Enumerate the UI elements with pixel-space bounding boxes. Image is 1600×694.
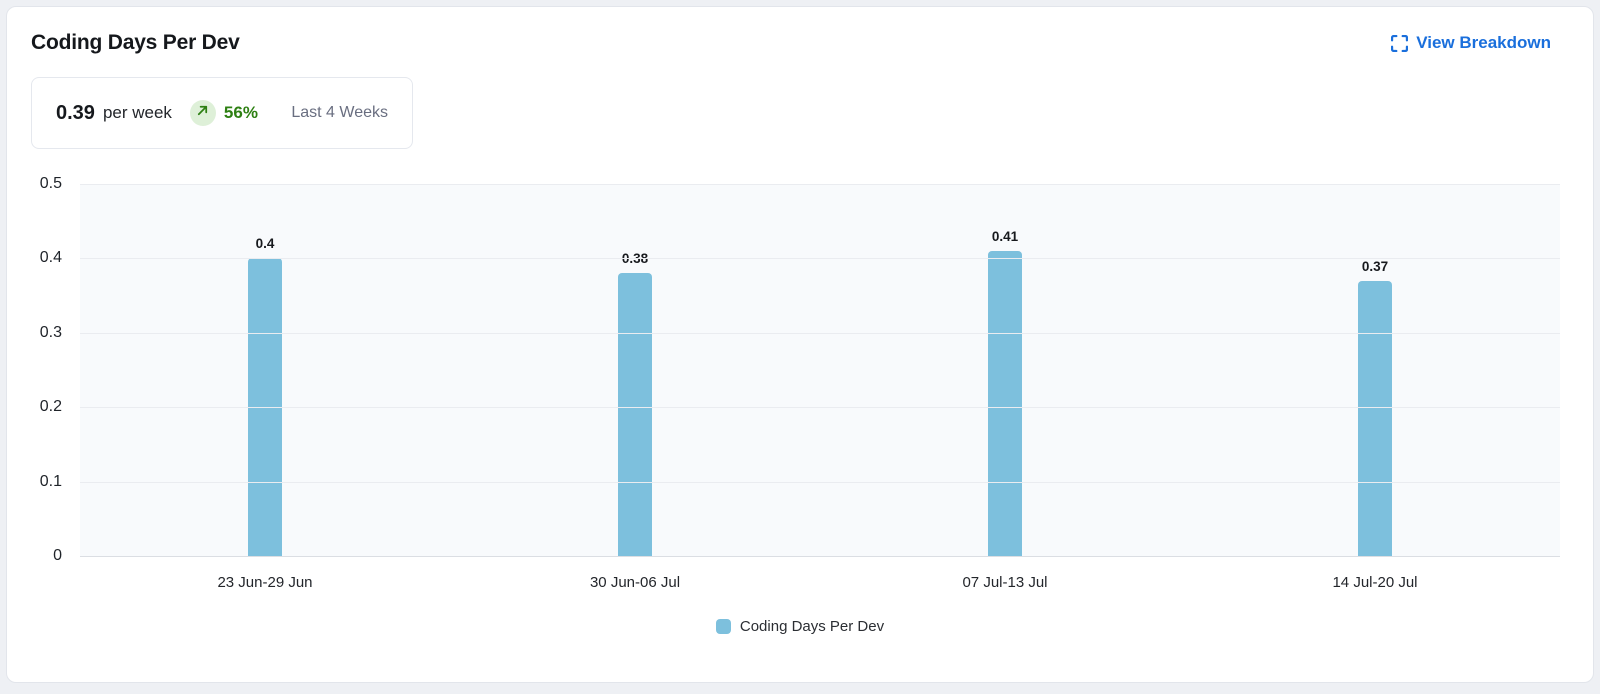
gridline	[80, 258, 1560, 260]
bar-column: 0.41	[820, 184, 1190, 556]
bars-row: 0.4 0.38 0.41 0.37	[80, 184, 1560, 556]
bar-chart-plot-area: 0.4 0.38 0.41 0.37 0 0.1 0.2 0.3 0.4 0.5	[40, 175, 1560, 564]
bar[interactable]	[1358, 280, 1392, 556]
bar-column: 0.4	[80, 184, 450, 556]
bar[interactable]	[988, 250, 1022, 556]
x-axis-labels: 23 Jun-29 Jun 30 Jun-06 Jul 07 Jul-13 Jul 1…	[80, 574, 1560, 591]
legend-label[interactable]: Coding Days Per Dev	[739, 618, 885, 635]
bar-value-label: 0.4	[255, 236, 275, 252]
summary-value: 0.39	[56, 101, 95, 124]
trend-badge	[189, 100, 216, 126]
trend-up-arrow-icon	[196, 104, 209, 122]
view-breakdown-label: View Breakdown	[1416, 33, 1551, 52]
y-tick-label: 0.2	[39, 398, 62, 416]
summary-unit: per week	[102, 103, 172, 122]
chart-legend: Coding Days Per Dev	[7, 618, 1593, 635]
coding-days-per-dev-widget: Coding Days Per Dev View Breakdown 0.39 …	[6, 6, 1594, 683]
view-breakdown-button[interactable]: View Breakdown	[1391, 33, 1551, 53]
summary-period: Last 4 Weeks	[291, 104, 388, 121]
bar-column: 0.38	[450, 184, 820, 556]
gridline	[80, 184, 1560, 185]
widget-header: Coding Days Per Dev View Breakdown	[7, 7, 1593, 55]
x-axis-label: 23 Jun-29 Jun	[217, 574, 313, 591]
page-title: Coding Days Per Dev	[31, 31, 240, 54]
bar-value-label: 0.41	[991, 228, 1019, 244]
y-tick-label: 0.3	[39, 323, 62, 341]
bar-value-label: 0.37	[1361, 258, 1389, 274]
y-tick-label: 0.4	[39, 249, 62, 267]
gridline	[80, 481, 1560, 483]
bar[interactable]	[618, 273, 652, 556]
y-tick-label: 0.1	[39, 472, 62, 490]
summary-card: 0.39 per week 56% Last 4 Weeks	[31, 77, 413, 149]
legend-swatch[interactable]	[715, 619, 731, 634]
trend-percentage: 56%	[223, 103, 258, 122]
x-axis-label: 14 Jul-20 Jul	[1332, 574, 1418, 591]
bar-column: 0.37	[1190, 184, 1560, 556]
y-tick-label: 0.5	[39, 175, 62, 192]
y-tick-label: 0	[53, 547, 62, 564]
gridline	[80, 407, 1560, 409]
x-axis-label: 07 Jul-13 Jul	[962, 574, 1048, 591]
expand-icon	[1391, 34, 1409, 52]
x-axis-label: 30 Jun-06 Jul	[589, 574, 681, 591]
gridline	[80, 332, 1560, 334]
